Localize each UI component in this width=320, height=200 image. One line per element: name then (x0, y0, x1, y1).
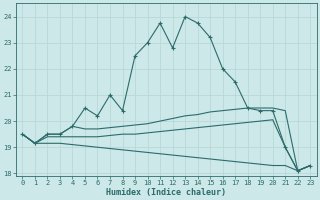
X-axis label: Humidex (Indice chaleur): Humidex (Indice chaleur) (106, 188, 226, 197)
